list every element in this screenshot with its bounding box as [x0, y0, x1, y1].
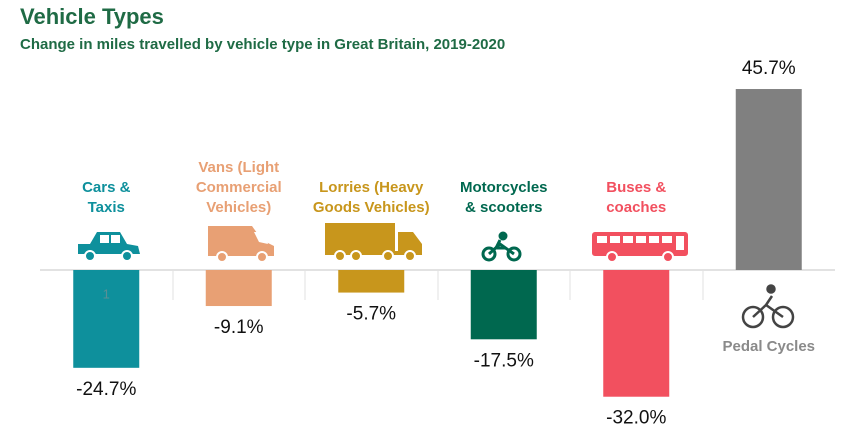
category-label: Buses & coaches: [606, 179, 666, 216]
bar: [470, 270, 537, 340]
value-label: -9.1%: [214, 317, 264, 338]
bar: [205, 270, 272, 307]
annotation: 1: [103, 286, 110, 301]
category-label: Pedal Cycles: [722, 338, 815, 355]
bicycle-icon: [741, 284, 795, 329]
value-label: 45.7%: [742, 58, 796, 79]
bus-icon: [592, 232, 688, 263]
category-label: Motorcycles & scooters: [460, 179, 548, 216]
value-label: -17.5%: [474, 350, 534, 371]
bar: [73, 270, 140, 368]
separators: [172, 270, 704, 300]
motorcycle-icon: [481, 231, 522, 262]
bar: [338, 270, 405, 293]
category-label: Cars & Taxis: [82, 179, 131, 216]
car-icon: [78, 232, 140, 262]
bar: [735, 89, 802, 270]
chart-subtitle: Change in miles travelled by vehicle typ…: [20, 36, 505, 53]
category-label: Vans (Light Commercial Vehicles): [196, 159, 282, 216]
chart-title: Vehicle Types: [20, 4, 164, 29]
lorry-icon: [325, 223, 422, 262]
value-label: -32.0%: [606, 408, 666, 429]
value-label: -5.7%: [346, 304, 396, 325]
van-icon: [208, 226, 274, 263]
bar: [603, 270, 670, 397]
category-label: Lorries (Heavy Goods Vehicles): [313, 179, 430, 216]
value-label: -24.7%: [76, 379, 136, 400]
